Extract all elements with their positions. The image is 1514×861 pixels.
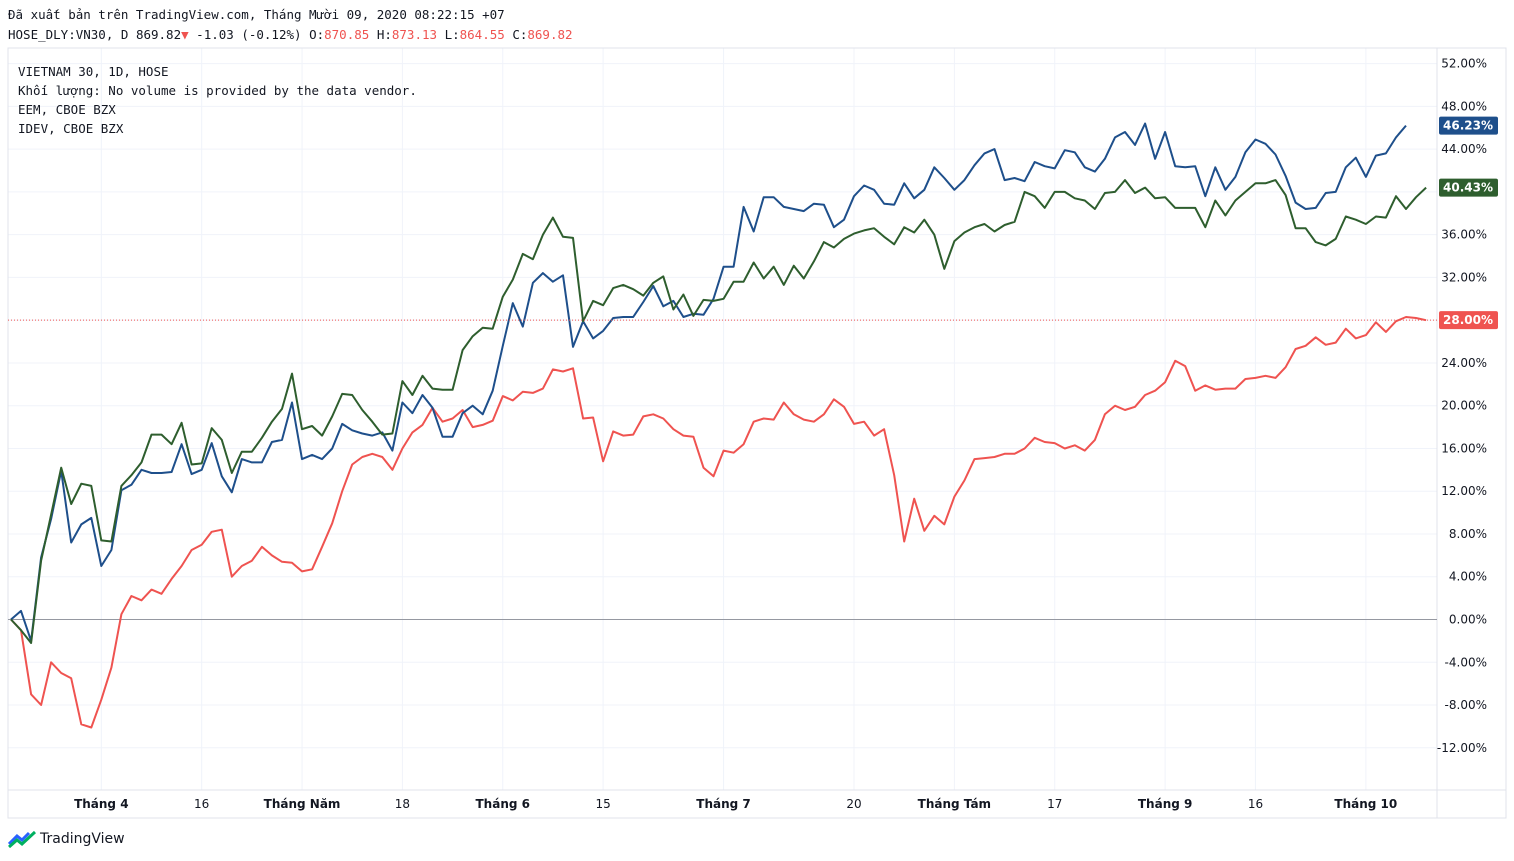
y-tick-label: -4.00% bbox=[1445, 655, 1487, 669]
x-tick-label: 16 bbox=[194, 797, 209, 811]
ohlc-line: HOSE_DLY:VN30, D 869.82▼ -1.03 (-0.12%) … bbox=[8, 27, 573, 42]
idev-last-value-tag: 40.43% bbox=[1439, 178, 1498, 197]
y-tick-label: 52.00% bbox=[1441, 57, 1487, 71]
y-axis[interactable]: 52.00%48.00%44.00%40.00%36.00%32.00%28.0… bbox=[1437, 57, 1487, 755]
y-tick-label: 48.00% bbox=[1441, 99, 1487, 113]
high-label: H: bbox=[376, 27, 392, 42]
price-change: -1.03 (-0.12%) bbox=[196, 27, 302, 42]
vn30-series-line[interactable] bbox=[10, 316, 1427, 729]
open-label: O: bbox=[309, 27, 325, 42]
x-tick-label: 18 bbox=[395, 797, 410, 811]
x-tick-label: Tháng 6 bbox=[476, 797, 531, 811]
open-value: 870.85 bbox=[324, 27, 370, 42]
symbol-label: HOSE_DLY:VN30, D bbox=[8, 27, 129, 42]
y-tick-label: 0.00% bbox=[1449, 613, 1487, 627]
x-tick-label: Tháng Năm bbox=[264, 797, 341, 811]
last-value-tag-bg bbox=[1439, 116, 1498, 135]
y-tick-label: 44.00% bbox=[1441, 142, 1487, 156]
x-tick-label: 15 bbox=[595, 797, 610, 811]
y-tick-label: 20.00% bbox=[1441, 399, 1487, 413]
tradingview-logo[interactable]: TradingView bbox=[8, 830, 125, 848]
close-value: 869.82 bbox=[527, 27, 573, 42]
y-tick-label: 12.00% bbox=[1441, 484, 1487, 498]
x-tick-label: 16 bbox=[1248, 797, 1263, 811]
eem-last-value-tag: 46.23% bbox=[1439, 116, 1498, 135]
x-tick-label: Tháng 9 bbox=[1138, 797, 1193, 811]
idev-series-line[interactable] bbox=[10, 179, 1427, 644]
chart-legend: VIETNAM 30, 1D, HOSE Khối lượng: No volu… bbox=[18, 62, 417, 138]
y-tick-label: 16.00% bbox=[1441, 441, 1487, 455]
low-value: 864.55 bbox=[459, 27, 505, 42]
x-tick-label: Tháng 10 bbox=[1334, 797, 1397, 811]
chart-frame bbox=[7, 47, 1507, 819]
y-tick-label: 32.00% bbox=[1441, 270, 1487, 284]
tradingview-logo-icon bbox=[8, 830, 36, 848]
down-arrow-icon: ▼ bbox=[181, 27, 189, 42]
eem-series-line[interactable] bbox=[10, 122, 1407, 642]
legend-eem[interactable]: EEM, CBOE BZX bbox=[18, 102, 116, 117]
x-tick-label: Tháng Tám bbox=[918, 797, 991, 811]
last-value-tag-text: 46.23% bbox=[1443, 119, 1493, 133]
x-tick-label: Tháng 4 bbox=[74, 797, 129, 811]
published-info: Đã xuất bản trên TradingView.com, Tháng … bbox=[8, 7, 505, 22]
y-tick-label: -8.00% bbox=[1445, 698, 1487, 712]
x-axis[interactable]: Tháng 4 16 Tháng Năm 18 Tháng 6 15 Tháng 7 20 Th… bbox=[74, 797, 1397, 811]
last-price: 869.82 bbox=[135, 27, 182, 42]
last-value-tag-text: 40.43% bbox=[1443, 181, 1493, 195]
x-tick-label: 17 bbox=[1047, 797, 1062, 811]
legend-main-series[interactable]: VIETNAM 30, 1D, HOSE bbox=[18, 64, 169, 79]
last-value-tag-text: 28.00% bbox=[1443, 313, 1493, 327]
x-tick-label: 20 bbox=[846, 797, 861, 811]
high-value: 873.13 bbox=[391, 27, 438, 42]
x-tick-label: Tháng 7 bbox=[696, 797, 751, 811]
low-label: L: bbox=[444, 27, 460, 42]
legend-volume: Khối lượng: No volume is provided by the… bbox=[18, 83, 417, 98]
y-tick-label: 36.00% bbox=[1441, 228, 1487, 242]
last-value-tag-bg bbox=[1439, 178, 1498, 197]
legend-idev[interactable]: IDEV, CBOE BZX bbox=[18, 121, 124, 136]
close-label: C: bbox=[512, 27, 528, 42]
last-value-tag-bg bbox=[1439, 311, 1498, 330]
y-tick-label: 4.00% bbox=[1449, 570, 1487, 584]
brand-text: TradingView bbox=[40, 831, 125, 847]
grid-lines bbox=[8, 48, 1437, 790]
y-tick-label: -12.00% bbox=[1437, 741, 1487, 755]
vn30-last-value-tag: 28.00% bbox=[1439, 311, 1498, 330]
y-tick-label: 8.00% bbox=[1449, 527, 1487, 541]
y-tick-label: 24.00% bbox=[1441, 356, 1487, 370]
